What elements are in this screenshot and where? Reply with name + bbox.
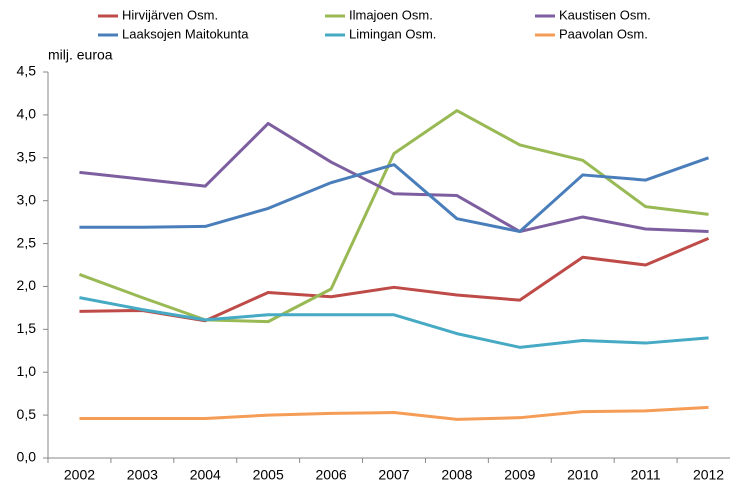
x-tick-label: 2009	[504, 467, 535, 483]
y-tick-label: 2,5	[17, 234, 37, 250]
x-tick-label: 2012	[693, 467, 724, 483]
series-line	[78, 109, 709, 324]
x-tick-label: 2006	[316, 467, 347, 483]
x-tick-label: 2005	[253, 467, 284, 483]
series-line	[79, 405, 709, 421]
series-line	[79, 121, 709, 234]
y-axis-label: milj. euroa	[48, 47, 113, 63]
x-tick-label: 2004	[190, 467, 221, 483]
legend-label: Laaksojen Maitokunta	[122, 26, 249, 41]
series-line	[79, 156, 710, 234]
x-tick-label: 2007	[378, 467, 409, 483]
legend-label: Limingan Osm.	[349, 26, 436, 41]
x-tick-label: 2003	[127, 467, 158, 483]
legend-label: Paavolan Osm.	[559, 26, 648, 41]
y-tick-label: 0,5	[17, 406, 37, 422]
legend-label: Hirvijärven Osm.	[122, 7, 218, 22]
y-tick-label: 3,5	[17, 148, 37, 164]
y-tick-label: 1,0	[17, 363, 37, 379]
x-tick-label: 2010	[567, 467, 598, 483]
y-tick-label: 0,0	[17, 449, 37, 465]
y-tick-label: 2,0	[17, 277, 37, 293]
y-tick-label: 4,0	[17, 106, 37, 122]
y-tick-label: 4,5	[17, 63, 37, 79]
x-tick-label: 2002	[64, 467, 95, 483]
x-tick-label: 2011	[631, 467, 661, 483]
legend-label: Kaustisen Osm.	[559, 7, 651, 22]
y-tick-label: 1,5	[17, 320, 37, 336]
legend-label: Ilmajoen Osm.	[349, 7, 433, 22]
x-tick-label: 2008	[441, 467, 472, 483]
series-line	[79, 296, 709, 349]
y-tick-label: 3,0	[17, 191, 37, 207]
